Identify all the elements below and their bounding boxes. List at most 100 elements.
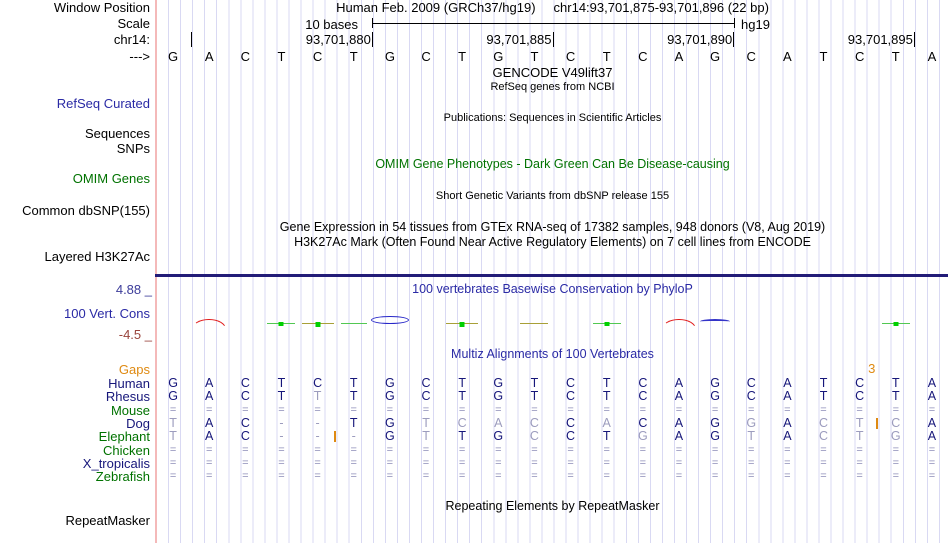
alignment-base: G (493, 389, 504, 404)
alignment-base: T (277, 389, 286, 404)
scale-value: 10 bases (305, 17, 358, 32)
refseq-curated-label[interactable]: RefSeq Curated (56, 96, 150, 111)
gaps-label[interactable]: Gaps (118, 362, 150, 377)
omim-track-title[interactable]: OMIM Gene Phenotypes - Dark Green Can Be… (375, 157, 730, 171)
alignment-base: = (531, 457, 538, 470)
alignment-base: = (205, 457, 213, 470)
ruler-tick-label: 93,701,890 (667, 32, 733, 47)
species-label-elephant[interactable]: Elephant (98, 429, 150, 445)
species-label-chicken[interactable]: Chicken (103, 442, 150, 458)
conservation-point (604, 321, 610, 326)
base-letter: C (565, 49, 576, 64)
base-letter: T (602, 49, 611, 64)
alignment-base: = (675, 457, 683, 470)
green-line-mark (340, 322, 367, 324)
alignment-base: T (602, 429, 611, 444)
base-letter: C (746, 49, 756, 64)
alignment-base: T (747, 429, 756, 444)
blue-line-mark (700, 319, 731, 324)
dbsnp-track-title[interactable]: Short Genetic Variants from dbSNP releas… (435, 190, 670, 202)
repeatmasker-track-title[interactable]: Repeating Elements by RepeatMasker (445, 499, 660, 513)
species-label-zebrafish[interactable]: Zebrafish (95, 469, 150, 485)
alignment-base: = (314, 457, 321, 470)
alignment-base: = (820, 443, 827, 456)
layered-h3k27ac-label[interactable]: Layered H3K27Ac (44, 249, 150, 264)
species-label-mouse[interactable]: Mouse (110, 402, 150, 418)
chromosome-label: chr14: (113, 32, 150, 47)
alignment-base: T (422, 429, 430, 444)
refseq-track-title[interactable]: RefSeq genes from NCBI (490, 81, 615, 93)
conservation-track-title[interactable]: 100 vertebrates Basewise Conservation by… (412, 282, 693, 296)
position-range: chr14:93,701,875-93,701,896 (22 bp) (553, 0, 769, 15)
alignment-base: = (422, 470, 430, 483)
species-label-dog[interactable]: Dog (126, 416, 150, 432)
alignment-base: = (422, 457, 430, 470)
species-label-human[interactable]: Human (108, 376, 150, 391)
common-dbsnp-label[interactable]: Common dbSNP(155) (22, 203, 150, 218)
alignment-base: C (240, 429, 250, 444)
alignment-base: A (674, 389, 684, 404)
alignment-base: A (205, 416, 214, 431)
conservation-label[interactable]: 100 Vert. Cons (64, 306, 150, 321)
alignment-base: G (710, 416, 720, 431)
conservation-min-value: -4.5 _ (118, 327, 152, 342)
conservation-point (278, 321, 284, 326)
alignment-base: G (168, 389, 178, 404)
alignment-base: = (675, 443, 683, 456)
repeatmasker-label[interactable]: RepeatMasker (65, 513, 150, 528)
green-line-sq-mark (881, 321, 910, 326)
alignment-base: - (315, 416, 320, 431)
base-letter: T (819, 49, 828, 64)
alignment-base: = (892, 403, 899, 416)
alignment-base: T (277, 376, 286, 390)
alignment-base: T (458, 429, 466, 444)
base-letter: T (349, 49, 358, 64)
alignment-base: T (349, 416, 358, 431)
gencode-track-title[interactable]: GENCODE V49lift37 (492, 65, 613, 80)
sequences-label[interactable]: Sequences (84, 126, 150, 141)
green-line-sq-mark (592, 321, 621, 326)
alignment-base: = (928, 470, 936, 483)
alignment-base: = (169, 443, 177, 456)
alignment-base: C (638, 416, 648, 431)
alignment-base: = (242, 457, 249, 470)
alignment-base: C (313, 376, 323, 390)
h3k27ac-track-title[interactable]: H3K27Ac Mark (Often Found Near Active Re… (294, 235, 811, 249)
ruler-tick-label: 93,701,895 (847, 32, 913, 47)
alignment-base: T (458, 376, 466, 390)
alignment-base: A (494, 416, 503, 431)
alignment-base: = (205, 403, 213, 416)
alignment-base: = (278, 457, 285, 470)
alignment-base: = (820, 470, 827, 483)
alignment-base: T (819, 376, 828, 390)
alignment-base: = (350, 403, 357, 416)
alignment-base: - (315, 429, 320, 444)
alignment-base: = (458, 403, 466, 416)
base-letter: C (854, 49, 865, 64)
alignment-base: G (385, 376, 395, 390)
alignment-base: = (531, 470, 538, 483)
omim-genes-label[interactable]: OMIM Genes (72, 171, 150, 186)
base-letter: A (783, 49, 792, 64)
species-label-rhesus[interactable]: Rhesus (105, 389, 150, 405)
conservation-point (893, 321, 899, 326)
alignment-base: = (928, 457, 936, 470)
strand-arrow: ---> (129, 49, 150, 64)
alignment-base: = (748, 457, 755, 470)
alignment-base: C (421, 376, 431, 390)
species-label-x_tropicalis[interactable]: X_tropicalis (82, 456, 150, 472)
alignment-base: A (783, 376, 792, 390)
alignment-base: = (567, 443, 574, 456)
multiz-track-title[interactable]: Multiz Alignments of 100 Vertebrates (451, 347, 654, 361)
publications-track-title[interactable]: Publications: Sequences in Scientific Ar… (443, 112, 662, 124)
alignment-base: G (890, 429, 901, 444)
alignment-base: = (242, 403, 249, 416)
alignment-base: C (855, 376, 865, 390)
alignment-base: T (602, 389, 611, 404)
gtex-track-title[interactable]: Gene Expression in 54 tissues from GTEx … (279, 220, 826, 234)
snps-label[interactable]: SNPs (116, 141, 150, 156)
alignment-base: = (314, 443, 321, 456)
alignment-base: A (205, 429, 214, 444)
alignment-base: = (856, 443, 863, 456)
